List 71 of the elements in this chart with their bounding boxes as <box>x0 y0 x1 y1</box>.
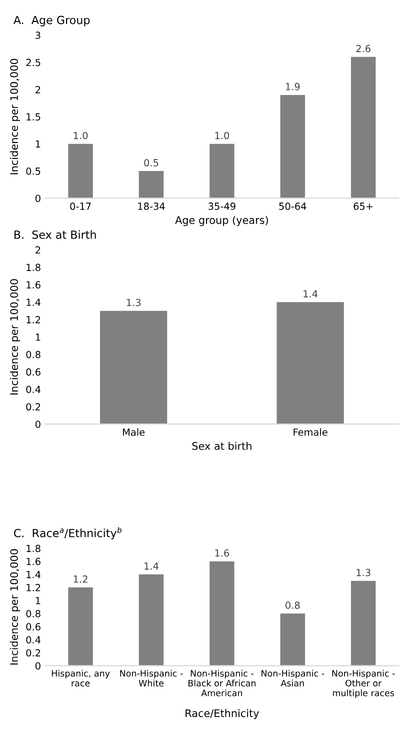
x-tick-label: Non-Hispanic - Black or African American <box>188 670 256 696</box>
y-tick-label: 0.8 <box>26 610 40 618</box>
data-label: 0.5 <box>144 159 158 166</box>
y-axis-title: Incidence per 100,000 <box>10 58 20 174</box>
x-tick-label: Male <box>123 428 145 436</box>
data-label: 1.4 <box>144 562 158 570</box>
data-label: 1.9 <box>286 82 300 90</box>
y-tick-label: 1.4 <box>26 570 40 578</box>
chart-title: A. Age Group <box>13 16 90 26</box>
y-tick-label: 0.4 <box>26 386 40 394</box>
x-tick-label: Female <box>294 428 328 436</box>
y-tick-label: 0 <box>36 662 40 670</box>
y-tick-label: 0.6 <box>26 623 40 630</box>
y-tick-label: 1.2 <box>26 584 40 592</box>
bar <box>210 144 234 198</box>
y-axis-title: Incidence per 100,000 <box>10 279 20 394</box>
x-tick-label: 50-64 <box>279 202 306 210</box>
x-axis-title: Sex at birth <box>192 442 252 450</box>
data-label: 1.0 <box>74 132 88 140</box>
x-tick-label: 65+ <box>354 202 373 210</box>
bar <box>280 94 306 198</box>
x-axis-title: Race/Ethnicity <box>186 709 259 720</box>
data-label: 2.6 <box>356 44 370 52</box>
y-tick-label: 1 <box>36 597 40 604</box>
data-label: 1.6 <box>215 549 230 557</box>
y-tick-label: 2 <box>36 86 40 94</box>
x-tick-label: Non-Hispanic - Other or multiple races <box>332 670 395 698</box>
y-tick-label: 0 <box>36 194 40 202</box>
data-label: 1.4 <box>304 290 318 298</box>
x-tick-label: 18-34 <box>138 202 165 210</box>
y-tick-label: 0.8 <box>26 350 40 358</box>
y-axis-title: Incidence per 100,000 <box>10 549 20 665</box>
chart-title: B. Sex at Birth <box>14 230 96 239</box>
y-tick-label: 0.2 <box>26 649 40 657</box>
bar <box>280 614 306 666</box>
x-tick-label: Non-Hispanic - White <box>120 670 183 686</box>
bar <box>138 574 164 666</box>
data-label: 1.3 <box>126 298 141 306</box>
y-tick-label: 1.8 <box>26 264 40 272</box>
data-label: 1.0 <box>215 132 230 140</box>
y-tick-label: 1.4 <box>26 298 40 306</box>
x-tick-label: 35-49 <box>208 202 236 210</box>
bar <box>210 561 234 666</box>
y-tick-label: 2 <box>36 246 40 254</box>
x-axis-title: Age group (years) <box>175 216 268 226</box>
y-tick-label: 0.4 <box>26 636 40 644</box>
bar <box>138 171 164 198</box>
y-tick-label: 1.8 <box>26 544 40 552</box>
y-tick-label: 3 <box>36 32 40 39</box>
y-tick-label: 1.5 <box>26 113 40 121</box>
y-tick-label: 2.5 <box>26 58 40 66</box>
data-label: 1.2 <box>74 575 88 583</box>
data-label: 0.8 <box>286 602 300 609</box>
y-tick-label: 0.2 <box>26 403 40 411</box>
y-tick-label: 1 <box>36 140 40 148</box>
bar <box>68 144 93 198</box>
bar <box>350 56 376 198</box>
x-tick-label: Non-Hispanic - Asian <box>262 670 324 686</box>
bar <box>350 580 376 666</box>
y-tick-label: 1.2 <box>26 316 40 324</box>
y-tick-label: 0.5 <box>26 168 40 175</box>
bar <box>68 587 93 666</box>
y-tick-label: 1.6 <box>26 558 40 566</box>
x-tick-label: 0-17 <box>70 202 91 210</box>
y-tick-label: 1 <box>36 334 40 341</box>
x-tick-label: Hispanic, any race <box>52 670 110 686</box>
y-tick-label: 0 <box>36 420 40 428</box>
data-label: 1.3 <box>356 568 370 576</box>
y-tick-label: 1.6 <box>26 281 40 289</box>
y-tick-label: 0.6 <box>26 368 40 376</box>
chart-title: C. Race$^{a}$/Ethnicity$^{b}$ <box>14 526 122 540</box>
